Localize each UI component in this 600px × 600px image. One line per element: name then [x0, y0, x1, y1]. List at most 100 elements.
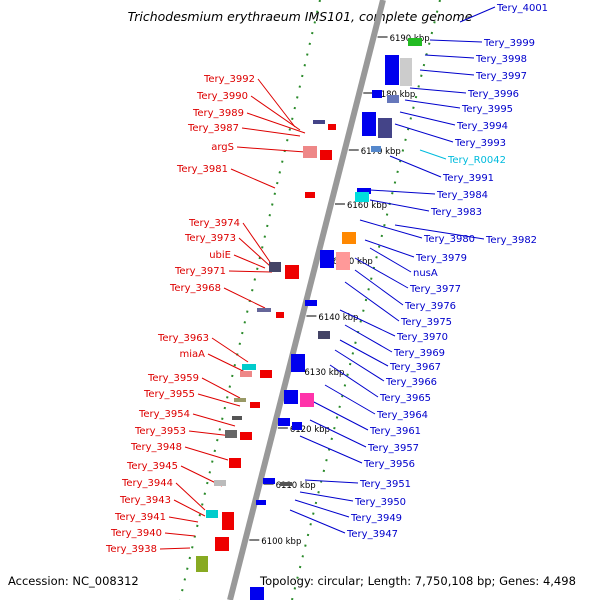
reverse-gene-leader	[184, 446, 229, 461]
forward-gene-label: Tery_3980	[423, 234, 475, 245]
forward-gene-label: Tery_3998	[475, 54, 527, 65]
forward-gene-label: Tery_3979	[415, 253, 467, 264]
forward-gene-glyph	[385, 55, 399, 85]
reverse-gene-label: Tery_3955	[143, 389, 195, 400]
forward-gene-label: nusA	[413, 268, 438, 279]
reverse-gene-glyph	[234, 398, 246, 402]
forward-gene-label: Tery_3967	[389, 362, 441, 373]
reverse-gene-label: Tery_3938	[105, 544, 157, 555]
forward-gene-glyph	[250, 587, 264, 600]
reverse-gene-glyph	[232, 416, 242, 420]
forward-gene-leader	[339, 339, 389, 367]
reverse-gene-label: Tery_3940	[110, 528, 162, 539]
forward-gene-leader	[459, 6, 496, 23]
reverse-gene-label: Tery_3973	[184, 233, 236, 244]
reverse-gene-glyph	[305, 192, 315, 198]
reverse-gene-leader	[159, 547, 191, 550]
forward-gene-leader	[294, 499, 350, 518]
accession-text: Accession: NC_008312	[8, 574, 139, 588]
outer-track-right	[291, 0, 441, 600]
reverse-gene-glyph	[276, 312, 284, 318]
reverse-gene-label: Tery_3968	[169, 283, 221, 294]
reverse-gene-glyph	[260, 370, 272, 378]
reverse-gene-glyph	[196, 556, 208, 572]
reverse-gene-leader	[188, 430, 233, 437]
reverse-gene-label: Tery_3990	[196, 91, 248, 102]
forward-gene-glyph	[342, 232, 356, 244]
reverse-gene-label: Tery_3953	[134, 426, 186, 437]
forward-gene-glyph	[280, 482, 292, 486]
forward-gene-label: Tery_3993	[454, 138, 506, 149]
reverse-gene-glyph	[303, 146, 317, 158]
forward-gene-leader	[329, 364, 379, 398]
forward-gene-label: Tery_3977	[409, 284, 461, 295]
forward-gene-label: Tery_3976	[404, 301, 456, 312]
reverse-gene-label: Tery_3944	[121, 478, 173, 489]
reverse-gene-glyph	[214, 480, 226, 486]
reverse-gene-glyph	[320, 150, 332, 160]
reverse-gene-leader	[257, 78, 296, 128]
kbp-tick-label: 6150 kbp	[333, 257, 373, 267]
forward-gene-label: Tery_3996	[467, 89, 519, 100]
forward-gene-leader	[359, 219, 423, 239]
forward-gene-leader	[344, 281, 400, 322]
reverse-gene-glyph	[225, 430, 237, 438]
forward-gene-label: Tery_3966	[385, 377, 437, 388]
reverse-gene-glyph	[250, 402, 260, 408]
reverse-gene-label: Tery_3943	[119, 495, 171, 506]
reverse-gene-leader	[236, 146, 306, 153]
reverse-gene-leader	[246, 112, 306, 134]
forward-gene-label: Tery_3947	[346, 529, 398, 540]
reverse-gene-leader	[230, 168, 276, 189]
forward-gene-leader	[339, 309, 396, 337]
forward-gene-label: Tery_3984	[436, 190, 488, 201]
forward-gene-leader	[429, 39, 483, 43]
forward-gene-leader	[309, 399, 369, 431]
forward-gene-label: Tery_3999	[483, 38, 535, 49]
topology-text: Topology: circular; Length: 7,750,108 bp…	[260, 574, 576, 588]
forward-gene-leader	[354, 269, 404, 306]
reverse-gene-leader	[211, 337, 249, 363]
forward-gene-glyph	[371, 146, 381, 152]
reverse-gene-glyph	[229, 458, 241, 468]
forward-gene-glyph	[291, 354, 305, 372]
forward-gene-glyph	[355, 192, 369, 202]
forward-gene-label: Tery_3964	[376, 410, 428, 421]
reverse-gene-leader	[197, 393, 241, 407]
reverse-gene-leader	[241, 127, 301, 137]
reverse-gene-label: Tery_3974	[188, 218, 240, 229]
forward-gene-leader	[299, 491, 354, 502]
forward-gene-glyph	[284, 390, 298, 404]
forward-gene-glyph	[300, 393, 314, 407]
kbp-tick-label: 6130 kbp	[304, 368, 344, 378]
forward-gene-glyph	[378, 118, 392, 138]
reverse-gene-leader	[228, 270, 273, 273]
forward-gene-leader	[419, 69, 475, 76]
forward-gene-glyph	[362, 112, 376, 136]
reverse-gene-label: Tery_3941	[114, 512, 166, 523]
forward-gene-glyph	[357, 188, 371, 194]
forward-gene-leader	[364, 239, 415, 258]
reverse-gene-leader	[173, 499, 206, 517]
reverse-gene-leader	[250, 95, 301, 131]
forward-gene-label: Tery_3950	[354, 497, 406, 508]
forward-gene-leader	[409, 87, 467, 94]
forward-gene-label: Tery_3975	[400, 317, 452, 328]
reverse-gene-leader	[201, 377, 241, 399]
reverse-gene-leader	[164, 532, 196, 537]
forward-gene-label: Tery_3965	[379, 393, 431, 404]
outer-track-left	[179, 0, 321, 600]
forward-gene-label: Tery_3961	[369, 426, 421, 437]
reverse-gene-label: Tery_3963	[157, 333, 209, 344]
forward-gene-glyph	[318, 331, 330, 339]
reverse-gene-label: ubiE	[209, 250, 231, 261]
kbp-tick-label: 6100 kbp	[261, 537, 301, 547]
reverse-gene-glyph	[240, 371, 252, 377]
reverse-gene-leader	[242, 222, 271, 263]
reverse-gene-leader	[233, 254, 266, 269]
forward-gene-glyph	[292, 422, 302, 430]
reverse-gene-glyph	[285, 265, 299, 279]
reverse-gene-label: Tery_3992	[203, 74, 255, 85]
forward-gene-glyph	[400, 58, 412, 86]
reverse-gene-leader	[207, 353, 246, 373]
